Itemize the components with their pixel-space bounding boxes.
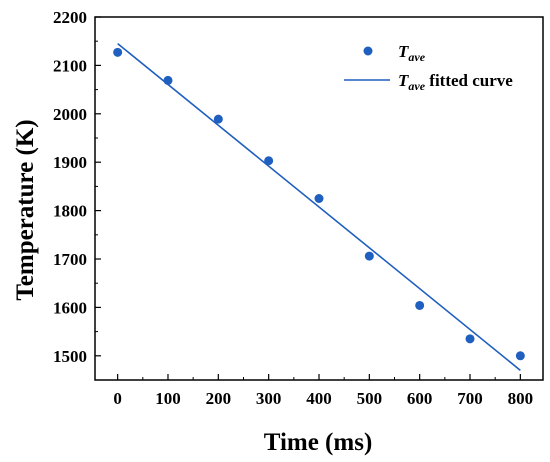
y-axis-title: Temperature (K) [12, 119, 39, 300]
x-tick-label: 800 [508, 389, 534, 408]
y-tick-label: 1500 [53, 347, 87, 366]
legend-label-fit-suffix: fitted curve [425, 71, 513, 90]
svg-text:Tave fitted curve: Tave fitted curve [398, 71, 513, 93]
data-point [163, 75, 173, 85]
data-point [213, 114, 223, 124]
y-tick-label: 2200 [53, 8, 87, 27]
legend-marker-scatter [363, 46, 373, 56]
x-tick-label: 0 [113, 389, 122, 408]
legend-label-scatter-main: T [398, 42, 409, 61]
y-tick-label: 2000 [53, 105, 87, 124]
legend-entry-fit: Tave fitted curve [344, 71, 513, 93]
axis-ticks: 0 100 200 300 400 500 600 700 800 1500 1600 1700 180… [53, 8, 533, 408]
legend-label-fit-main: T [398, 71, 409, 90]
legend: Tave Tave fitted curve [344, 42, 513, 93]
data-point [364, 251, 374, 261]
legend-label-scatter-sub: ave [408, 50, 425, 64]
y-tick-label: 1600 [53, 298, 87, 317]
y-tick-label: 2100 [53, 56, 87, 75]
x-tick-label: 300 [256, 389, 282, 408]
y-tick-label: 1900 [53, 153, 87, 172]
data-point [314, 194, 324, 203]
legend-label-fit-sub: ave [408, 79, 425, 93]
x-tick-label: 700 [457, 389, 483, 408]
data-point [465, 334, 475, 344]
data-point [264, 156, 274, 166]
x-tick-label: 400 [306, 389, 332, 408]
x-tick-label: 500 [357, 389, 383, 408]
x-tick-label: 100 [155, 389, 181, 408]
y-tick-label: 1700 [53, 250, 87, 269]
x-tick-label: 600 [407, 389, 433, 408]
data-point [515, 351, 525, 361]
data-marks [113, 42, 525, 371]
fit-line [117, 42, 521, 371]
svg-text:Tave: Tave [398, 42, 426, 64]
legend-entry-scatter: Tave [363, 42, 426, 64]
data-point [415, 300, 425, 310]
x-tick-label: 200 [206, 389, 232, 408]
y-tick-label: 1800 [53, 202, 87, 221]
data-point [113, 47, 123, 57]
x-axis-title: Time (ms) [264, 429, 373, 456]
